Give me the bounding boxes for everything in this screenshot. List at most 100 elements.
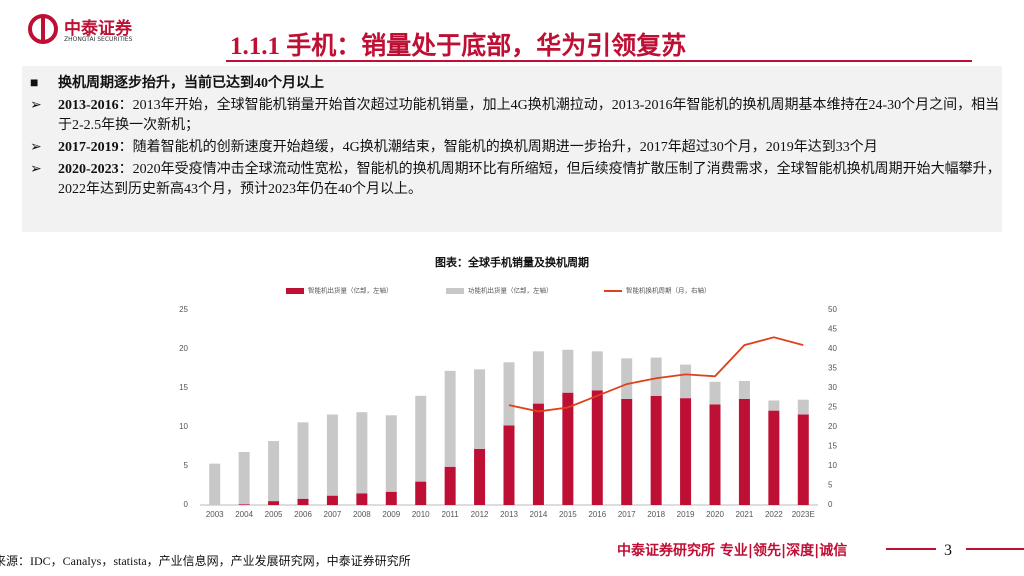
x-tick-label: 2018 [647,510,665,519]
x-tick-label: 2003 [206,510,224,519]
chart-title: 图表：全球手机销量及换机周期 [435,255,589,269]
bar [650,395,662,505]
y2-tick-label: 10 [828,461,837,470]
y2-tick-label: 0 [828,500,833,509]
footer-rule [886,548,936,550]
bar [385,415,397,492]
bar [562,392,574,505]
logo-icon [28,14,58,44]
y2-tick-label: 15 [828,442,837,451]
page-number: 3 [944,542,952,559]
legend-swatch [286,288,304,294]
y-tick-label: 15 [179,383,188,392]
y2-tick-label: 30 [828,383,837,392]
summary-lead: ■ 换机周期逐步抬升，当前已达到40个月以上 [30,76,324,91]
y-tick-label: 0 [184,500,189,509]
bullet-text: ：随着智能机的创新速度开始趋缓，4G换机潮结束，智能机的换机周期进一步抬升，20… [118,140,878,155]
x-tick-label: 2017 [618,510,636,519]
bar [709,381,721,405]
footer-rule [966,548,1024,550]
bar [621,398,633,505]
lead-text: 换机周期逐步抬升，当前已达到40个月以上 [58,76,324,91]
legend-label: 功能机出货量（亿部，左轴） [468,286,553,295]
y2-tick-label: 45 [828,325,837,334]
bar [356,412,368,494]
footer-brand: 中泰证券研究所 专业|领先|深度|诚信 [617,543,848,559]
bullet-head: 2020-2023 [58,162,119,177]
y-tick-label: 5 [184,461,189,470]
x-tick-label: 2019 [677,510,695,519]
bar [415,395,427,482]
bar [326,495,338,505]
x-tick-label: 2004 [235,510,253,519]
x-tick-label: 2006 [294,510,312,519]
legend-label: 智能机换机周期（月，右轴） [626,286,711,295]
bar [444,370,456,467]
x-tick-label: 2023E [792,510,815,519]
y2-tick-label: 20 [828,422,837,431]
bar [650,357,662,396]
y2-tick-label: 5 [828,481,833,490]
bullet-icon: ➢ [30,162,42,177]
bar [680,398,692,505]
logo-en: ZHONGTAI SECURITIES [64,36,133,43]
bar [297,422,309,499]
bar [444,466,456,505]
x-tick-label: 2014 [530,510,548,519]
bar [562,349,574,393]
bullet-icon: ➢ [30,98,42,113]
x-tick-label: 2021 [736,510,754,519]
x-tick-label: 2012 [471,510,489,519]
bar [268,441,280,502]
bar [238,504,250,505]
bar [268,501,280,505]
bar [238,451,250,505]
bar [709,404,721,505]
bullet-icon: ➢ [30,140,42,155]
bar [797,414,809,505]
bar [738,380,750,399]
x-tick-label: 2015 [559,510,577,519]
legend-label: 智能机出货量（亿部，左轴） [308,286,393,295]
bar [768,410,780,505]
bar [591,351,603,391]
bar [356,493,368,505]
bar [738,398,750,505]
bullet-text: ：2013年开始，全球智能机销量开始首次超过功能机销量，加上4G换机潮拉动，20… [58,98,1000,133]
y2-tick-label: 35 [828,364,837,373]
bullet: ➢ 2020-2023：2020年受疫情冲击全球流动性宽松，智能机的换机周期环比有… [22,160,1002,200]
bar [621,358,633,399]
bar [326,414,338,496]
bullet: ➢ 2017-2019：随着智能机的创新速度开始趋缓，4G换机潮结束，智能机的换机… [22,138,1002,158]
x-tick-label: 2007 [324,510,342,519]
y-tick-label: 25 [179,305,188,314]
source: 来源：IDC，Canalys，statista，产业信息网，产业发展研究网，中泰… [0,554,411,568]
logo-text: 中泰证券 [64,19,132,39]
y-tick-label: 10 [179,422,188,431]
bar [797,399,809,415]
y-tick-label: 20 [179,344,188,353]
y2-tick-label: 25 [828,403,837,412]
bar [474,369,486,449]
y2-tick-label: 50 [828,305,837,314]
x-tick-label: 2009 [382,510,400,519]
title-rule [226,60,972,62]
bar [474,448,486,505]
bar [415,481,427,505]
bar [385,491,397,505]
x-tick-label: 2020 [706,510,724,519]
bar [532,351,544,404]
x-tick-label: 2010 [412,510,430,519]
x-tick-label: 2022 [765,510,783,519]
bar [297,498,309,505]
x-tick-label: 2005 [265,510,283,519]
bullet-text: ：2020年受疫情冲击全球流动性宽松，智能机的换机周期环比有所缩短，但后续疫情扩… [58,162,1001,197]
slide-title: 1.1.1 手机：销量处于底部，华为引领复苏 [230,33,687,60]
bar [768,400,780,411]
bullet-head: 2017-2019 [58,140,119,155]
y2-tick-label: 40 [828,344,837,353]
bar [209,463,221,505]
bar [680,364,692,399]
bar [503,362,515,426]
